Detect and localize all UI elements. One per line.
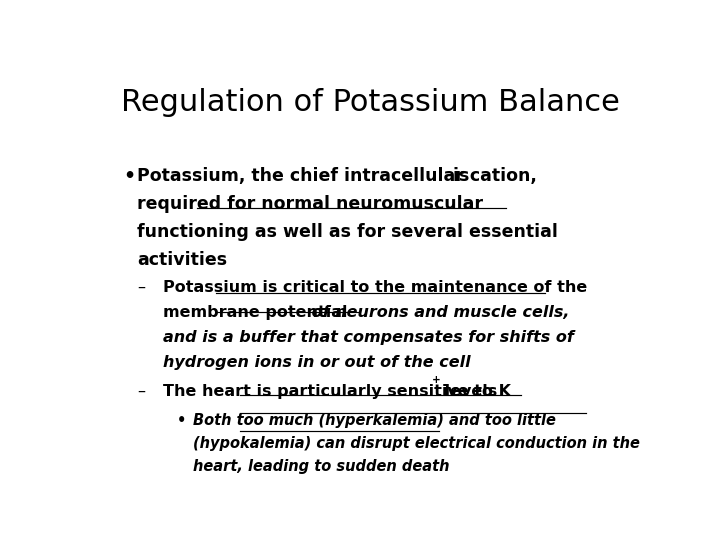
Text: +: + [432,375,441,384]
Text: Potassium, the chief intracellular cation,: Potassium, the chief intracellular catio… [138,167,537,185]
Text: heart, leading to sudden death: heart, leading to sudden death [193,459,450,474]
Text: Potassium is critical to the maintenance of the: Potassium is critical to the maintenance… [163,280,587,295]
Text: The heart is particularly sensitive to K: The heart is particularly sensitive to K [163,384,510,399]
Text: –: – [138,384,145,399]
Text: hydrogen ions in or out of the cell: hydrogen ions in or out of the cell [163,355,470,370]
Text: and is a buffer that compensates for shifts of: and is a buffer that compensates for shi… [163,330,573,345]
Text: Regulation of Potassium Balance: Regulation of Potassium Balance [121,87,620,117]
Text: •: • [124,167,135,186]
Text: of neurons and muscle cells,: of neurons and muscle cells, [305,305,569,320]
Text: functioning as well as for several essential: functioning as well as for several essen… [138,223,558,241]
Text: required for normal neuromuscular: required for normal neuromuscular [138,195,483,213]
Text: (hypokalemia) can disrupt electrical conduction in the: (hypokalemia) can disrupt electrical con… [193,436,640,451]
Text: •: • [176,414,186,428]
Text: membrane potential: membrane potential [163,305,347,320]
Text: Both too much (hyperkalemia) and too little: Both too much (hyperkalemia) and too lit… [193,414,556,428]
Text: is: is [447,167,469,185]
Text: activities: activities [138,252,228,269]
Text: levels: levels [439,384,498,399]
Text: –: – [138,280,145,295]
